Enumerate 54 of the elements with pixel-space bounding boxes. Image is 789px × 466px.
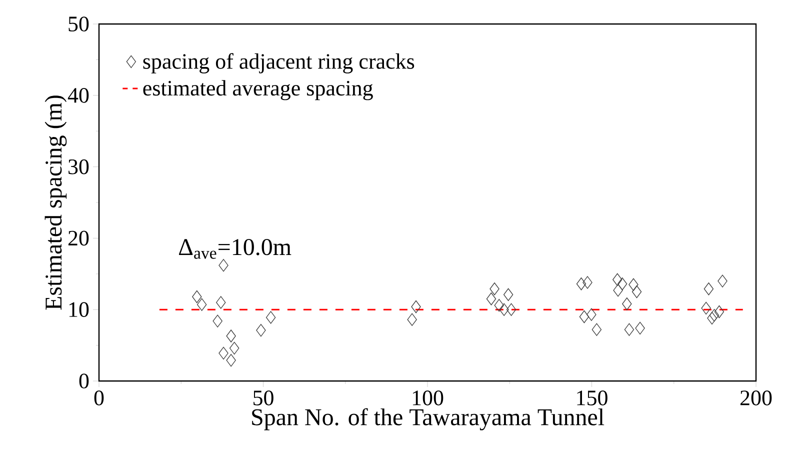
point	[628, 278, 638, 291]
point	[579, 310, 590, 324]
point	[266, 311, 276, 324]
point	[494, 298, 504, 312]
point	[704, 282, 714, 296]
point	[617, 278, 628, 290]
point	[635, 322, 645, 335]
point	[218, 258, 228, 272]
x-tick-label: 100	[412, 390, 444, 406]
point	[718, 274, 728, 288]
x-tick-label: 150	[577, 390, 608, 406]
x-axis-title: Span No. of the Tawarayama Tunnel	[252, 408, 604, 430]
point	[490, 282, 500, 296]
point	[576, 278, 586, 290]
point	[714, 305, 724, 318]
point	[586, 308, 596, 321]
point	[707, 312, 717, 325]
point	[229, 342, 240, 355]
point	[622, 298, 632, 310]
point	[407, 313, 417, 326]
point	[503, 288, 514, 301]
point	[506, 303, 516, 316]
point	[701, 302, 711, 315]
x-tick-label: 200	[740, 390, 772, 406]
y-tick-label: 0	[79, 374, 89, 388]
point	[582, 276, 592, 289]
y-tick-label: 20	[68, 230, 89, 246]
point	[216, 296, 226, 309]
point	[192, 290, 202, 304]
x-tick-label: 0	[94, 390, 104, 406]
point	[709, 308, 720, 322]
y-tick-label: 30	[68, 159, 89, 174]
point	[612, 273, 622, 286]
point	[212, 314, 222, 328]
point	[226, 354, 236, 367]
point	[256, 324, 266, 337]
point	[218, 346, 228, 360]
point	[624, 323, 634, 336]
point	[411, 300, 421, 314]
y-axis-title: Estimated spacing (m)	[44, 96, 67, 310]
x-tick-label: 50	[254, 390, 274, 406]
point	[632, 285, 642, 298]
point	[196, 298, 207, 311]
y-tick-label: 10	[69, 302, 89, 318]
legend-label: estimated average spacing	[143, 80, 373, 100]
point	[499, 303, 509, 316]
legend-label: spacing of adjacent ring cracks	[143, 53, 414, 74]
point	[486, 292, 496, 306]
point	[592, 323, 602, 336]
annotation: Δ$_{ave}$=10.0m	[179, 238, 292, 259]
y-tick-label: 40	[68, 88, 89, 103]
point	[613, 284, 623, 297]
point	[226, 330, 236, 342]
y-tick-label: 50	[68, 16, 89, 32]
